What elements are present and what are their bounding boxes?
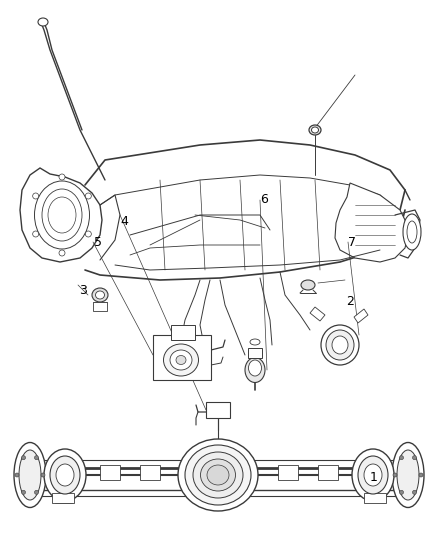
Circle shape	[41, 473, 45, 477]
Polygon shape	[153, 335, 211, 380]
Ellipse shape	[92, 288, 108, 302]
Bar	[100, 465, 120, 480]
Polygon shape	[20, 168, 102, 262]
Ellipse shape	[309, 125, 321, 135]
Ellipse shape	[397, 450, 419, 500]
Ellipse shape	[50, 456, 80, 494]
Ellipse shape	[14, 442, 46, 507]
Bar	[318, 465, 338, 480]
Bar	[93, 302, 107, 311]
Ellipse shape	[201, 459, 236, 491]
Text: 2: 2	[346, 295, 354, 308]
Ellipse shape	[301, 280, 315, 290]
Ellipse shape	[250, 339, 260, 345]
Ellipse shape	[407, 221, 417, 243]
Text: 5: 5	[94, 236, 102, 249]
Text: 7: 7	[348, 236, 356, 249]
Circle shape	[59, 250, 65, 256]
Ellipse shape	[176, 356, 186, 365]
Ellipse shape	[170, 350, 192, 370]
Ellipse shape	[311, 127, 318, 133]
Circle shape	[85, 193, 92, 199]
Bar	[52, 493, 74, 503]
Ellipse shape	[95, 291, 105, 299]
Text: 1: 1	[370, 471, 378, 483]
Text: 4: 4	[120, 215, 128, 228]
Ellipse shape	[245, 358, 265, 383]
Ellipse shape	[207, 465, 229, 485]
Ellipse shape	[19, 450, 41, 500]
Ellipse shape	[352, 449, 394, 501]
Circle shape	[21, 456, 25, 459]
Bar	[171, 325, 195, 340]
Circle shape	[413, 456, 417, 459]
Ellipse shape	[178, 439, 258, 511]
Ellipse shape	[185, 445, 251, 505]
Polygon shape	[354, 309, 368, 323]
Circle shape	[21, 490, 25, 494]
Ellipse shape	[332, 336, 348, 354]
Bar	[140, 465, 160, 480]
Circle shape	[393, 473, 397, 477]
Ellipse shape	[56, 464, 74, 486]
Ellipse shape	[358, 456, 388, 494]
Circle shape	[413, 490, 417, 494]
Ellipse shape	[392, 442, 424, 507]
Circle shape	[33, 193, 39, 199]
Circle shape	[399, 490, 403, 494]
Ellipse shape	[248, 360, 261, 376]
Ellipse shape	[321, 325, 359, 365]
Polygon shape	[335, 183, 408, 262]
Text: 3: 3	[79, 284, 87, 297]
Circle shape	[59, 174, 65, 180]
Circle shape	[399, 456, 403, 459]
Bar	[278, 465, 298, 480]
Circle shape	[35, 456, 39, 459]
Ellipse shape	[364, 464, 382, 486]
Bar	[248, 348, 262, 358]
Circle shape	[15, 473, 19, 477]
Ellipse shape	[44, 449, 86, 501]
Text: 6: 6	[261, 193, 268, 206]
Polygon shape	[310, 307, 325, 321]
Bar	[364, 493, 386, 503]
Circle shape	[419, 473, 423, 477]
Bar	[206, 402, 230, 418]
Ellipse shape	[163, 344, 198, 376]
Ellipse shape	[403, 214, 421, 250]
Ellipse shape	[193, 452, 243, 498]
Ellipse shape	[326, 330, 354, 360]
Circle shape	[85, 231, 92, 237]
Circle shape	[33, 231, 39, 237]
Ellipse shape	[38, 18, 48, 26]
Circle shape	[35, 490, 39, 494]
